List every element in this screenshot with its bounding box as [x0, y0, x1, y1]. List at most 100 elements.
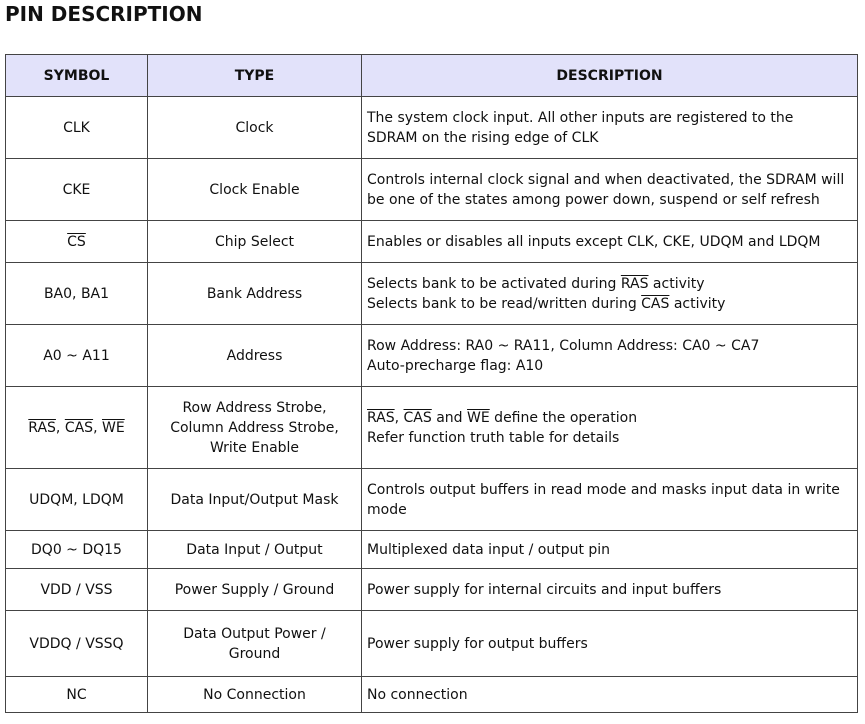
table-row: A0 ~ A11 Address Row Address: RA0 ~ RA11, … [5, 324, 858, 387]
text-segment: Row Address: RA0 ~ RA11, Column Address:… [367, 337, 760, 354]
text-line: Data Output Power / [183, 625, 326, 642]
symbol-cell: A0 ~ A11 [5, 324, 148, 387]
text-line: RAS, CAS, WE [11, 418, 142, 438]
table-row: CLK Clock The system clock input. All othe… [5, 96, 858, 159]
text-line: Bank Address [206, 285, 303, 302]
text-segment: activity [648, 275, 705, 292]
symbol-cell: CS [5, 220, 148, 263]
text-segment: CKE [62, 181, 91, 198]
text-segment: activity [669, 295, 726, 312]
text-line: Data Input/Output Mask [170, 491, 339, 508]
description-cell: Selects bank to be activated during RAS … [361, 262, 858, 325]
overlined-signal: CAS [641, 295, 670, 312]
table-row: CKE Clock Enable Controls internal clock s… [5, 158, 858, 221]
overlined-signal: RAS [620, 275, 649, 292]
text-line: CS [11, 232, 142, 252]
description-cell: Controls internal clock signal and when … [361, 158, 858, 221]
overlined-signal: WE [101, 419, 125, 436]
text-line: Enables or disables all inputs except CL… [367, 232, 852, 252]
symbol-cell: DQ0 ~ DQ15 [5, 530, 148, 569]
overlined-signal: RAS [367, 409, 395, 426]
description-cell: No connection [361, 676, 858, 713]
type-cell: Row Address Strobe, Column Address Strobe… [147, 386, 362, 469]
text-line: CLK [11, 118, 142, 138]
text-segment: Controls internal clock signal and when … [367, 171, 845, 188]
overlined-signal: CS [67, 233, 86, 250]
text-segment: and [431, 409, 468, 426]
text-segment: Power supply for output buffers [367, 635, 588, 652]
type-cell: Clock [147, 96, 362, 159]
text-segment: , [394, 409, 404, 426]
text-line: Clock [235, 119, 274, 136]
text-segment: define the operation [489, 409, 638, 426]
text-line: Chip Select [214, 233, 295, 250]
overlined-signal: WE [467, 409, 490, 426]
text-segment: , [55, 419, 65, 436]
text-segment: The system clock input. All other inputs… [367, 109, 794, 126]
table-row: VDD / VSS Power Supply / Ground Power supp… [5, 568, 858, 611]
text-line: Clock Enable [209, 181, 300, 198]
text-line: Power supply for output buffers [367, 634, 852, 654]
overlined-signal: CAS [403, 409, 432, 426]
symbol-cell: VDDQ / VSSQ [5, 610, 148, 677]
text-line: Selects bank to be read/written during C… [367, 294, 852, 314]
overlined-signal: RAS [28, 419, 56, 436]
text-segment: Selects bank to be activated during [367, 275, 621, 292]
text-line: Refer function truth table for details [367, 428, 852, 448]
text-segment: Selects bank to be read/written during [367, 295, 642, 312]
text-line: DQ0 ~ DQ15 [11, 540, 142, 560]
symbol-cell: VDD / VSS [5, 568, 148, 611]
text-segment: BA0, BA1 [43, 285, 110, 302]
text-line: Controls internal clock signal and when … [367, 170, 852, 190]
text-segment: Refer function truth table for details [367, 429, 620, 446]
text-line: be one of the states among power down, s… [367, 190, 852, 210]
text-line: No Connection [203, 686, 306, 703]
text-segment: CLK [63, 119, 90, 136]
symbol-cell: UDQM, LDQM [5, 468, 148, 531]
type-cell: Chip Select [147, 220, 362, 263]
table-row: DQ0 ~ DQ15 Data Input / Output Multiplexed… [5, 530, 858, 569]
text-line: Row Address: RA0 ~ RA11, Column Address:… [367, 336, 852, 356]
text-segment: Multiplexed data input / output pin [367, 541, 611, 558]
table-row: UDQM, LDQM Data Input/Output Mask Controls… [5, 468, 858, 531]
text-line: mode [367, 500, 852, 520]
text-line: Controls output buffers in read mode and… [367, 480, 852, 500]
type-cell: Bank Address [147, 262, 362, 325]
description-cell: The system clock input. All other inputs… [361, 96, 858, 159]
text-line: Power Supply / Ground [174, 581, 335, 598]
text-line: Write Enable [209, 439, 300, 456]
text-segment: VDD / VSS [40, 581, 113, 598]
text-line: A0 ~ A11 [11, 346, 142, 366]
symbol-cell: BA0, BA1 [5, 262, 148, 325]
text-segment: be one of the states among power down, s… [367, 191, 820, 208]
text-line: Column Address Strobe, [170, 419, 339, 436]
text-line: Data Input / Output [186, 541, 323, 558]
text-line: CKE [11, 180, 142, 200]
text-segment: DQ0 ~ DQ15 [31, 541, 122, 558]
text-segment: Power supply for internal circuits and i… [367, 581, 722, 598]
symbol-cell: CLK [5, 96, 148, 159]
text-line: VDDQ / VSSQ [11, 634, 142, 654]
description-cell: Multiplexed data input / output pin [361, 530, 858, 569]
type-cell: Data Input/Output Mask [147, 468, 362, 531]
description-cell: Controls output buffers in read mode and… [361, 468, 858, 531]
symbol-cell: NC [5, 676, 148, 713]
header-row: SYMBOL TYPE DESCRIPTION [5, 54, 858, 97]
pin-description-table: SYMBOL TYPE DESCRIPTION CLK Clock The syst… [5, 54, 858, 713]
text-segment: SDRAM on the rising edge of CLK [367, 129, 599, 146]
text-segment: mode [367, 501, 407, 518]
text-segment: NC [66, 686, 87, 703]
description-cell: Power supply for internal circuits and i… [361, 568, 858, 611]
overlined-signal: CAS [64, 419, 94, 436]
type-cell: Power Supply / Ground [147, 568, 362, 611]
text-line: Power supply for internal circuits and i… [367, 580, 852, 600]
text-line: Multiplexed data input / output pin [367, 540, 852, 560]
text-segment: UDQM, LDQM [29, 491, 124, 508]
symbol-cell: RAS, CAS, WE [5, 386, 148, 469]
table-row: RAS, CAS, WE Row Address Strobe, Column Ad… [5, 386, 858, 469]
text-line: Ground [228, 645, 281, 662]
text-line: No connection [367, 685, 852, 705]
text-segment: , [93, 419, 102, 436]
text-line: Selects bank to be activated during RAS … [367, 274, 852, 294]
description-cell: Enables or disables all inputs except CL… [361, 220, 858, 263]
